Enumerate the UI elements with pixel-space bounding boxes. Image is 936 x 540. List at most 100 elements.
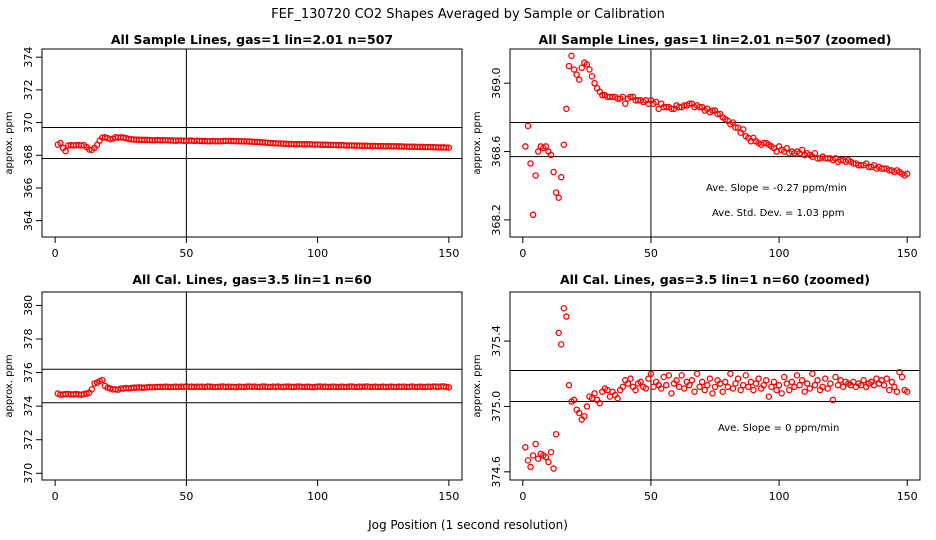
data-point: [732, 380, 739, 387]
figure-title: FEF_130720 CO2 Shapes Averaged by Sample…: [271, 7, 665, 22]
data-point: [770, 378, 778, 386]
data-point: [706, 375, 714, 382]
data-point: [529, 452, 537, 459]
data-point: [681, 385, 688, 392]
data-point: [742, 372, 750, 379]
data-point: [827, 380, 834, 387]
data-point: [534, 148, 542, 155]
data-point: [711, 383, 719, 391]
data-point: [657, 385, 665, 392]
data-point: [729, 385, 737, 392]
annotation-text: Ave. Slope = 0 ppm/min: [718, 423, 839, 434]
data-point: [693, 370, 701, 377]
data-point: [704, 381, 711, 389]
panel-title: All Cal. Lines, gas=3.5 lin=1 n=60 (zoom…: [560, 272, 870, 287]
data-point: [888, 378, 896, 386]
data-point: [529, 211, 537, 219]
plot-frame: [509, 291, 921, 481]
data-point: [701, 386, 709, 394]
panel-title: All Sample Lines, gas=1 lin=2.01 n=507 (…: [539, 32, 892, 47]
data-point: [570, 396, 578, 404]
data-point: [798, 146, 806, 154]
data-point: [575, 409, 583, 417]
data-point: [570, 66, 578, 73]
data-point: [729, 119, 737, 126]
data-point: [739, 381, 747, 389]
data-point: [555, 194, 562, 201]
figure-xlabel: Jog Position (1 second resolution): [367, 518, 568, 532]
data-point: [734, 375, 742, 382]
data-point: [632, 386, 639, 394]
data-point: [898, 373, 906, 381]
data-point: [547, 448, 555, 456]
data-point: [763, 377, 770, 384]
data-point: [547, 151, 555, 159]
data-point: [765, 393, 773, 400]
data-point: [560, 141, 568, 148]
data-point: [860, 377, 867, 384]
data-point: [57, 139, 64, 147]
x-tick-label: 50: [179, 490, 193, 503]
y-tick-label: 368: [22, 145, 35, 166]
y-tick-label: 375.4: [490, 325, 503, 357]
plot-frame: [41, 291, 463, 481]
data-point: [591, 79, 598, 87]
data-point: [663, 381, 670, 389]
data-point: [442, 144, 450, 151]
y-tick-label: 374: [22, 47, 35, 68]
data-point: [647, 370, 655, 377]
data-point: [532, 440, 539, 448]
y-axis-label: approx. ppm: [472, 354, 483, 417]
data-point: [688, 377, 696, 384]
y-tick-label: 369.0: [490, 67, 503, 99]
x-tick-label: 100: [307, 490, 328, 503]
data-point: [691, 388, 698, 395]
data-point: [522, 444, 529, 451]
data-point: [637, 378, 644, 386]
y-tick-label: 375.0: [490, 391, 503, 423]
x-tick-label: 150: [897, 490, 918, 503]
data-point: [796, 381, 803, 389]
data-point: [534, 455, 542, 462]
data-point: [724, 383, 732, 391]
data-point: [645, 375, 652, 382]
data-point: [745, 383, 752, 391]
data-point: [811, 150, 819, 157]
x-tick-label: 150: [438, 247, 459, 260]
data-point: [668, 390, 675, 397]
data-point: [583, 61, 591, 68]
data-point: [696, 103, 703, 111]
data-point: [581, 412, 588, 420]
data-point: [552, 430, 560, 438]
plot-frame: [41, 48, 463, 238]
data-point: [542, 143, 550, 150]
data-point: [624, 380, 632, 387]
data-point: [798, 377, 806, 384]
data-point: [896, 368, 903, 376]
data-point: [760, 381, 767, 389]
data-point: [903, 388, 911, 395]
data-point: [524, 457, 532, 464]
data-point: [739, 126, 747, 133]
y-tick-label: 372: [22, 79, 35, 100]
data-point: [752, 380, 760, 387]
data-point: [806, 385, 814, 392]
data-point: [768, 383, 775, 391]
data-point: [586, 66, 593, 73]
annotation-text: Ave. Std. Dev. = 1.03 ppm: [712, 208, 844, 219]
data-point: [891, 383, 898, 391]
x-tick-label: 50: [644, 490, 658, 503]
data-point: [107, 135, 114, 143]
y-tick-label: 370: [22, 463, 35, 484]
data-point: [824, 385, 832, 392]
y-axis-label: approx. ppm: [472, 111, 483, 174]
y-tick-label: 374.6: [490, 456, 503, 488]
data-point: [673, 377, 680, 384]
data-point: [558, 341, 565, 348]
data-point: [775, 381, 783, 389]
data-point: [532, 172, 539, 179]
data-point: [811, 381, 819, 389]
data-point: [665, 372, 673, 379]
x-tick-label: 50: [179, 247, 193, 260]
data-point: [675, 383, 683, 391]
